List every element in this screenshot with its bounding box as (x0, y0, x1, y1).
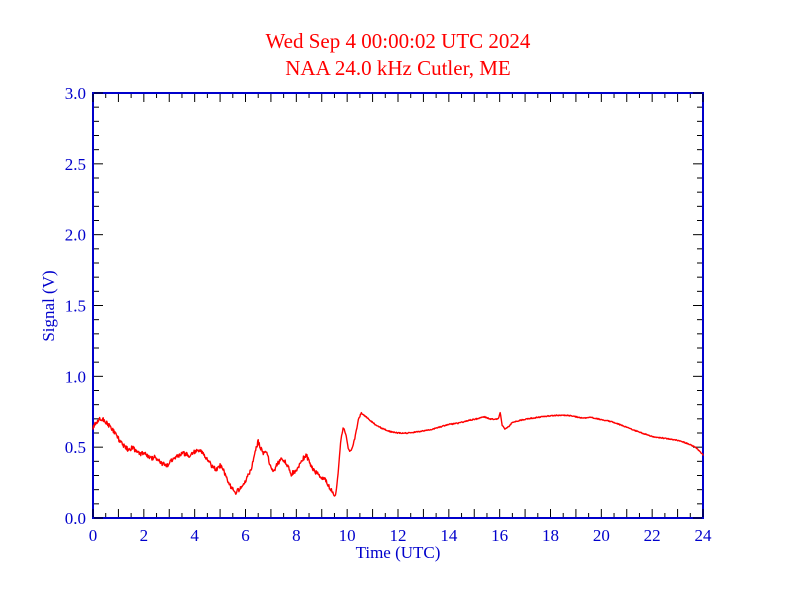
x-tick-label: 22 (644, 526, 661, 545)
y-tick-label: 1.0 (65, 367, 86, 386)
x-tick-label: 24 (695, 526, 713, 545)
x-tick-label: 6 (241, 526, 250, 545)
chart-title: Wed Sep 4 00:00:02 UTC 2024 (265, 29, 531, 53)
y-axis-label: Signal (V) (39, 270, 58, 342)
x-tick-label: 18 (542, 526, 559, 545)
y-tick-label: 1.5 (65, 297, 86, 316)
x-tick-label: 12 (390, 526, 407, 545)
plot-frame (92, 92, 704, 519)
x-tick-label: 4 (190, 526, 199, 545)
y-tick-label: 3.0 (65, 84, 86, 103)
chart-subtitle: NAA 24.0 kHz Cutler, ME (285, 56, 511, 80)
y-tick-label: 2.0 (65, 226, 86, 245)
x-axis-label: Time (UTC) (355, 543, 441, 562)
y-tick-label: 2.5 (65, 155, 86, 174)
x-tick-label: 14 (440, 526, 458, 545)
signal-trace (92, 411, 704, 497)
y-tick-label: 0.5 (65, 438, 86, 457)
x-tick-label: 8 (292, 526, 301, 545)
x-tick-label: 20 (593, 526, 610, 545)
x-tick-label: 16 (491, 526, 508, 545)
x-tick-label: 2 (140, 526, 149, 545)
x-tick-label: 0 (89, 526, 98, 545)
y-tick-label: 0.0 (65, 509, 86, 528)
x-tick-label: 10 (339, 526, 356, 545)
